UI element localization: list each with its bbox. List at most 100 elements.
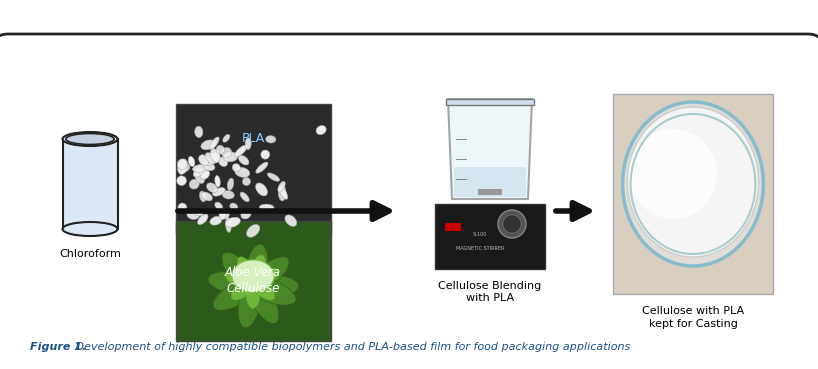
- Ellipse shape: [230, 203, 238, 210]
- Text: MAGNETIC STIRRER: MAGNETIC STIRRER: [456, 246, 504, 251]
- Ellipse shape: [235, 167, 249, 177]
- Ellipse shape: [246, 275, 275, 300]
- Bar: [478, 189, 502, 195]
- Bar: [435, 204, 545, 269]
- Ellipse shape: [225, 217, 240, 227]
- Text: Cellulose Blending: Cellulose Blending: [438, 281, 542, 291]
- Ellipse shape: [204, 157, 218, 165]
- Ellipse shape: [204, 163, 215, 171]
- Ellipse shape: [245, 244, 268, 299]
- Bar: [446, 99, 534, 105]
- Ellipse shape: [278, 181, 285, 192]
- Ellipse shape: [247, 255, 266, 288]
- Ellipse shape: [629, 129, 717, 219]
- Text: kept for Casting: kept for Casting: [649, 319, 738, 329]
- Ellipse shape: [178, 203, 187, 213]
- Ellipse shape: [194, 169, 204, 183]
- Ellipse shape: [627, 107, 758, 257]
- Ellipse shape: [188, 156, 195, 166]
- Ellipse shape: [62, 132, 118, 146]
- Ellipse shape: [212, 152, 220, 162]
- Ellipse shape: [219, 208, 227, 220]
- Ellipse shape: [227, 178, 234, 190]
- Text: PLA: PLA: [241, 132, 265, 145]
- Ellipse shape: [267, 173, 280, 181]
- Ellipse shape: [201, 192, 213, 201]
- Ellipse shape: [181, 163, 190, 172]
- Ellipse shape: [232, 163, 240, 172]
- Bar: [176, 104, 330, 234]
- Ellipse shape: [222, 134, 230, 142]
- Ellipse shape: [235, 145, 247, 157]
- Ellipse shape: [223, 152, 238, 162]
- Text: Cellulose: Cellulose: [227, 283, 280, 296]
- Bar: [62, 139, 118, 229]
- Ellipse shape: [239, 155, 249, 165]
- Ellipse shape: [245, 268, 279, 287]
- Ellipse shape: [245, 257, 289, 296]
- Text: Cellulose with PLA: Cellulose with PLA: [642, 306, 744, 316]
- Ellipse shape: [245, 275, 279, 324]
- Ellipse shape: [245, 273, 260, 308]
- Ellipse shape: [65, 134, 115, 145]
- Ellipse shape: [193, 169, 203, 177]
- Ellipse shape: [245, 138, 251, 149]
- Ellipse shape: [278, 185, 286, 201]
- Ellipse shape: [503, 215, 521, 233]
- Ellipse shape: [316, 125, 326, 135]
- Ellipse shape: [238, 274, 262, 328]
- Ellipse shape: [246, 224, 260, 237]
- Ellipse shape: [498, 210, 526, 238]
- Ellipse shape: [205, 153, 216, 163]
- Ellipse shape: [200, 191, 206, 202]
- Bar: [445, 223, 461, 231]
- Bar: [176, 221, 330, 341]
- Ellipse shape: [195, 126, 203, 138]
- Ellipse shape: [213, 277, 262, 310]
- Ellipse shape: [177, 176, 187, 186]
- Bar: [454, 167, 526, 197]
- Ellipse shape: [199, 155, 209, 165]
- Ellipse shape: [201, 140, 215, 150]
- Ellipse shape: [240, 192, 249, 202]
- Ellipse shape: [242, 177, 250, 186]
- FancyBboxPatch shape: [0, 34, 818, 369]
- Ellipse shape: [207, 183, 218, 193]
- Ellipse shape: [187, 210, 200, 220]
- Ellipse shape: [210, 149, 220, 162]
- Ellipse shape: [215, 175, 220, 187]
- Ellipse shape: [215, 202, 222, 210]
- Ellipse shape: [244, 275, 299, 297]
- Ellipse shape: [285, 215, 297, 227]
- Ellipse shape: [226, 217, 231, 232]
- Ellipse shape: [222, 190, 234, 199]
- Ellipse shape: [622, 102, 763, 266]
- Ellipse shape: [218, 157, 227, 166]
- Ellipse shape: [178, 159, 188, 175]
- Ellipse shape: [232, 260, 274, 292]
- Ellipse shape: [240, 209, 251, 219]
- Text: S-100: S-100: [473, 232, 488, 237]
- Ellipse shape: [216, 145, 224, 154]
- Ellipse shape: [266, 136, 276, 143]
- Ellipse shape: [210, 216, 222, 225]
- Ellipse shape: [213, 187, 225, 196]
- Ellipse shape: [231, 275, 259, 300]
- Ellipse shape: [219, 210, 229, 219]
- Ellipse shape: [192, 210, 203, 216]
- Ellipse shape: [255, 183, 267, 196]
- Ellipse shape: [256, 162, 268, 173]
- Bar: [613, 94, 773, 294]
- Ellipse shape: [259, 204, 274, 211]
- Polygon shape: [448, 99, 532, 199]
- Ellipse shape: [198, 214, 208, 225]
- Text: Development of highly compatible biopolymers and PLA-based film for food packagi: Development of highly compatible biopoly…: [72, 342, 630, 352]
- Text: with PLA: with PLA: [466, 293, 514, 303]
- Ellipse shape: [62, 222, 118, 236]
- Ellipse shape: [178, 159, 187, 170]
- Ellipse shape: [226, 271, 260, 287]
- Ellipse shape: [222, 252, 261, 297]
- Ellipse shape: [261, 150, 270, 159]
- Ellipse shape: [221, 148, 231, 158]
- Text: Aloe Vera: Aloe Vera: [225, 266, 281, 279]
